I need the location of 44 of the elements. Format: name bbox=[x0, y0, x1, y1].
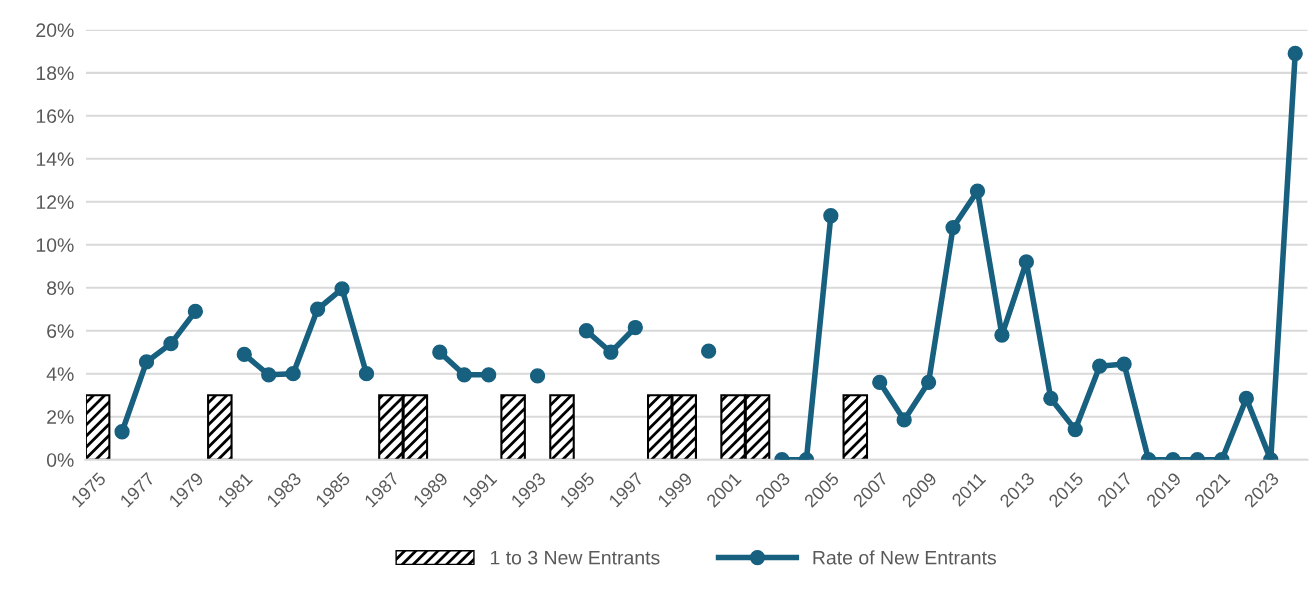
y-tick-label: 14% bbox=[36, 152, 74, 166]
y-tick-label: 16% bbox=[36, 109, 74, 124]
y-tick-label: 6% bbox=[47, 324, 74, 338]
y-tick-label: 0% bbox=[46, 453, 74, 467]
point bbox=[920, 374, 937, 390]
point bbox=[481, 367, 497, 383]
point bbox=[456, 367, 472, 383]
point bbox=[1043, 390, 1059, 407]
point bbox=[872, 374, 888, 390]
point bbox=[309, 301, 326, 317]
y-tick-label: 10% bbox=[36, 238, 74, 253]
point bbox=[187, 303, 204, 320]
point bbox=[896, 412, 912, 428]
y-tick-label: 4% bbox=[46, 367, 74, 381]
point bbox=[969, 183, 986, 199]
legend-label: Rate of New Entrants bbox=[813, 550, 996, 565]
point bbox=[261, 367, 277, 383]
point bbox=[1116, 356, 1132, 372]
y-tick-label: 12% bbox=[36, 195, 74, 209]
point bbox=[603, 344, 619, 360]
y-tick-label: 20% bbox=[36, 23, 74, 38]
point bbox=[1067, 421, 1083, 438]
point bbox=[994, 327, 1010, 343]
y-tick-label: 8% bbox=[47, 281, 74, 295]
point bbox=[114, 424, 130, 440]
point bbox=[945, 219, 961, 236]
point bbox=[701, 343, 717, 359]
point bbox=[823, 208, 839, 224]
point bbox=[334, 281, 350, 297]
point bbox=[1287, 45, 1303, 62]
y-tick-label: 2% bbox=[47, 410, 74, 424]
point bbox=[578, 323, 595, 339]
point bbox=[529, 368, 546, 384]
point bbox=[138, 354, 155, 370]
point bbox=[627, 319, 643, 336]
point bbox=[285, 366, 301, 382]
point bbox=[358, 366, 375, 382]
point bbox=[1092, 358, 1108, 374]
point bbox=[432, 344, 448, 360]
point bbox=[163, 335, 179, 352]
y-tick-label: 18% bbox=[36, 66, 74, 81]
legend-label: 1 to 3 New Entrants bbox=[490, 550, 660, 565]
point bbox=[236, 346, 252, 363]
point bbox=[1018, 254, 1035, 270]
